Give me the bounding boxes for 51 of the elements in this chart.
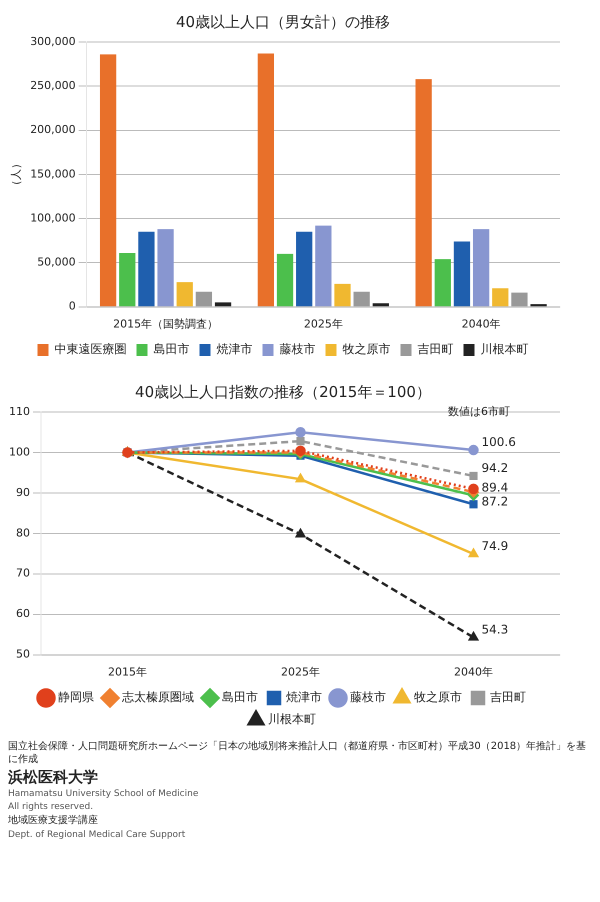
legend-label: 藤枝市 xyxy=(350,690,386,704)
data-label: 87.2 xyxy=(482,494,508,508)
legend-label: 牧之原市 xyxy=(342,342,390,356)
y-tick-label: 100,000 xyxy=(30,211,76,224)
legend-label: 吉田町 xyxy=(490,690,526,704)
legend-label: 川根本町 xyxy=(268,712,316,726)
y-axis-title: （人） xyxy=(9,158,22,191)
legend-label: 島田市 xyxy=(154,342,190,356)
x-tick-label: 2040年 xyxy=(462,317,501,330)
y-tick-label: 150,000 xyxy=(30,167,76,180)
y-tick-label: 0 xyxy=(68,300,76,313)
x-tick-label: 2025年 xyxy=(281,665,320,678)
y-tick-label: 100 xyxy=(8,445,30,458)
legend-label: 牧之原市 xyxy=(414,690,462,704)
legend-label: 志太榛原圏域 xyxy=(122,690,194,704)
data-label: 54.3 xyxy=(482,622,508,637)
y-tick-label: 90 xyxy=(16,486,30,499)
x-tick-label: 2025年 xyxy=(304,317,343,330)
text: Dept. of Regional Medical Care Support xyxy=(7,828,186,842)
y-tick-label: 50,000 xyxy=(37,256,76,269)
data-label: 100.6 xyxy=(482,435,516,450)
legend-label: 静岡県 xyxy=(58,690,94,704)
text: 浜松医科大学 xyxy=(7,767,99,788)
y-tick-label: 200,000 xyxy=(30,123,76,136)
legend-label: 焼津市 xyxy=(216,342,252,356)
y-tick-label: 60 xyxy=(16,607,30,620)
x-tick-label: 2015年（国勢調査） xyxy=(113,317,218,330)
data-label: 94.2 xyxy=(482,461,508,476)
legend-label: 中東遠医療圏 xyxy=(54,342,126,356)
legend-label: 吉田町 xyxy=(418,342,454,356)
y-tick-label: 70 xyxy=(16,566,30,580)
text: All rights reserved. xyxy=(7,801,94,814)
data-label: 89.4 xyxy=(482,480,508,494)
y-tick-label: 50 xyxy=(16,648,30,661)
legend-label: 焼津市 xyxy=(286,690,322,704)
text: 国立社会保障・人口問題研究所ホームページ「日本の地域別将来推計人口（都道府県・市区町村）平成30（2018）年推計」を基に作成 xyxy=(7,740,588,766)
y-tick-label: 300,000 xyxy=(30,34,76,48)
data-label: 74.9 xyxy=(482,539,508,554)
text: 地域医療支援学講座 xyxy=(7,814,99,828)
text: Hamamatsu University School of Medicine xyxy=(7,788,200,801)
legend-label: 川根本町 xyxy=(480,342,528,356)
annotation: 数値は6市町 xyxy=(448,404,510,419)
y-tick-label: 80 xyxy=(16,526,30,540)
x-tick-label: 2040年 xyxy=(454,665,493,678)
legend-label: 藤枝市 xyxy=(280,342,316,356)
y-tick-label: 110 xyxy=(8,404,30,418)
y-tick-label: 250,000 xyxy=(30,78,76,92)
chart-title: 40歳以上人口指数の推移（2015年＝100） xyxy=(135,382,431,401)
chart-title: 40歳以上人口（男女計）の推移 xyxy=(176,12,390,31)
legend-label: 島田市 xyxy=(222,690,258,704)
x-tick-label: 2015年 xyxy=(108,665,147,678)
